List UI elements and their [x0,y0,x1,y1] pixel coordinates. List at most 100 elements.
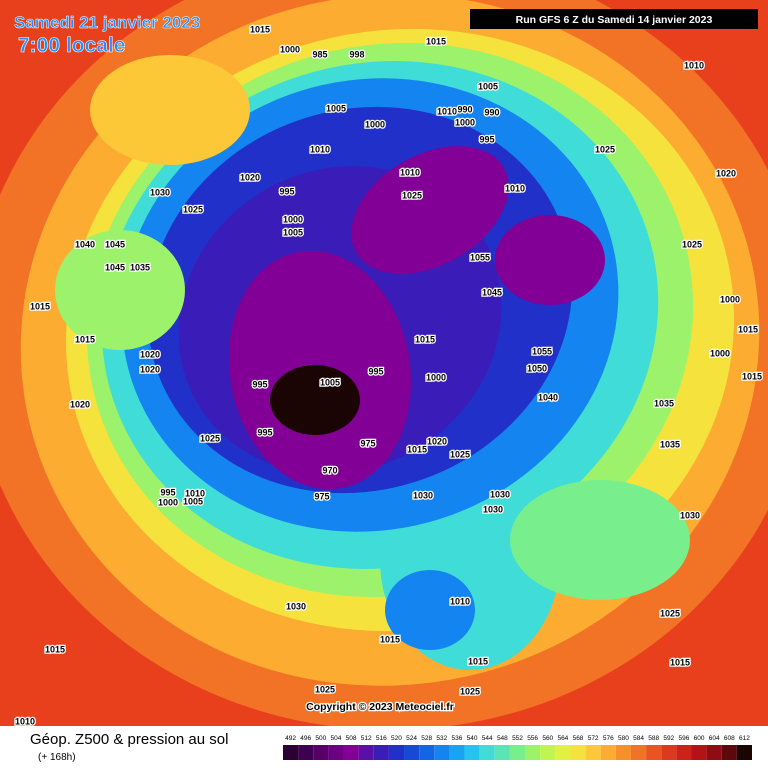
legend-swatch [509,745,526,760]
isobar-label: 1030 [680,510,700,520]
legend-swatch [298,745,314,760]
legend-value: 536 [452,735,463,742]
legend-value: 588 [648,735,659,742]
isobar-label: 1000 [710,348,730,358]
lead-time: (+ 168h) [38,752,76,763]
isobar-label: 1035 [654,398,674,408]
isobar-label: 1015 [670,657,690,667]
height-field [0,0,768,726]
legend-swatch [630,745,647,760]
isobar-label: 1055 [470,252,490,262]
isobar-label: 1000 [455,117,475,127]
isobar-label: 1015 [468,656,488,666]
legend-value: 492 [285,735,296,742]
isobar-label: 1025 [183,204,203,214]
isobar-label: 1000 [720,294,740,304]
isobar-label: 1005 [320,377,340,387]
legend-swatch [328,745,344,760]
legend-value: 500 [315,735,326,742]
legend-value: 532 [436,735,447,742]
legend-value: 600 [694,735,705,742]
legend-swatch [600,745,616,760]
legend-value: 540 [467,735,478,742]
isobar-label: 1015 [742,371,762,381]
legend-value: 496 [300,735,311,742]
legend-swatch [404,745,420,760]
product-title: Géop. Z500 & pression au sol [30,731,228,748]
isobar-label: 1040 [75,239,95,249]
isobar-label: 990 [457,104,472,114]
legend-value: 520 [391,735,402,742]
isobar-label: 1015 [75,334,95,344]
isobar-label: 1025 [200,433,220,443]
isobar-label: 1015 [30,301,50,311]
isobar-label: 990 [484,107,499,117]
isobar-label: 1015 [407,444,427,454]
legend-value: 604 [709,735,720,742]
legend-swatch [615,745,631,760]
legend-swatch [676,745,692,760]
legend-value: 544 [482,735,493,742]
legend-swatch [540,745,556,760]
isobar-label: 1010 [684,60,704,70]
legend-swatch [555,745,571,760]
isobar-label: 1015 [426,36,446,46]
legend-value: 508 [346,735,357,742]
isobar-label: 1040 [538,392,558,402]
legend-swatch [494,745,510,760]
legend-swatch [479,745,495,760]
run-box [470,9,758,29]
legend-value: 576 [603,735,614,742]
legend-value: 564 [557,735,568,742]
isobar-label: 1015 [380,634,400,644]
isobar-label: 1025 [450,449,470,459]
isobar-label: 1045 [482,287,502,297]
legend-swatch [283,745,299,760]
isobar-label: 1010 [15,716,35,726]
legend-value: 572 [588,735,599,742]
legend-swatch [419,745,435,760]
isobar-label: 1005 [326,103,346,113]
isobar-label: 1020 [240,172,260,182]
isobar-label: 995 [368,366,383,376]
legend-value: 516 [376,735,387,742]
isobar-label: 1030 [490,489,510,499]
isobar-label: 1025 [660,608,680,618]
isobar-label: 1000 [158,497,178,507]
legend-value: 580 [618,735,629,742]
isobar-label: 1035 [660,439,680,449]
legend-value: 560 [542,735,553,742]
legend-value: 524 [406,735,417,742]
isobar-label: 1055 [532,346,552,356]
isobar-label: 995 [279,186,294,196]
isobar-label: 1015 [250,24,270,34]
legend-value: 592 [663,735,674,742]
isobar-label: 1005 [283,227,303,237]
legend-value: 612 [739,735,750,742]
legend-swatch [706,745,722,760]
legend-value: 568 [573,735,584,742]
isobar-label: 1020 [427,436,447,446]
isobar-label: 1030 [150,187,170,197]
legend-swatch [464,745,480,760]
legend-swatch [373,745,389,760]
legend-value: 512 [361,735,372,742]
isobar-label: 1025 [682,239,702,249]
isobar-label: 1010 [505,183,525,193]
isobar-label: 1020 [140,349,160,359]
legend-swatch [736,745,752,760]
isobar-label: 1025 [460,686,480,696]
legend-swatch [434,745,450,760]
valid-date: Samedi 21 janvier 2023 [14,13,200,32]
run-label: Run GFS 6 Z du Samedi 14 janvier 2023 [516,14,713,26]
isobar-label: 995 [479,134,494,144]
isobar-label: 1015 [45,644,65,654]
valid-time: 7:00 locale [18,34,125,57]
isobar-label: 1030 [286,601,306,611]
legend-swatch [525,745,541,760]
legend-swatch [646,745,662,760]
isobar-label: 995 [252,379,267,389]
legend-swatch [570,745,586,760]
isobar-label: 1015 [738,324,758,334]
